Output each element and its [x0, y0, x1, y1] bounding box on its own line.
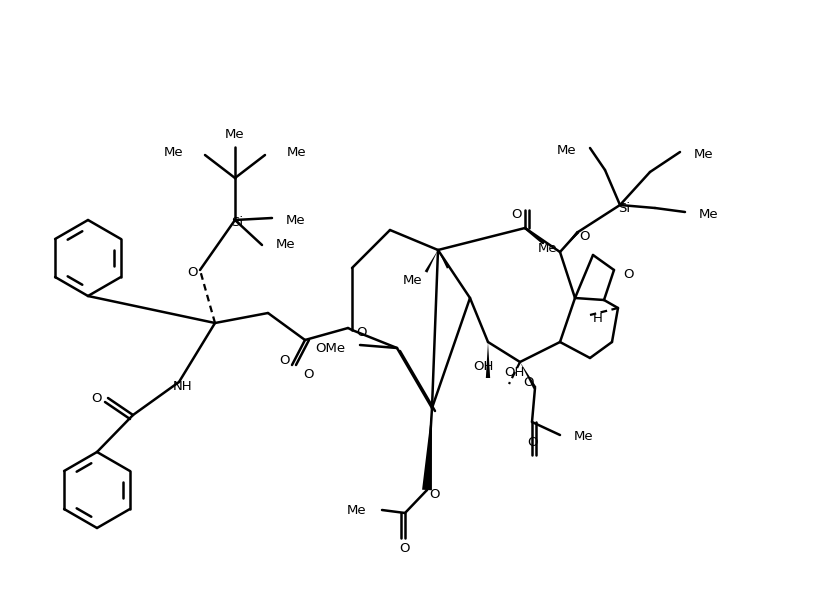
Polygon shape — [424, 250, 438, 273]
Text: O: O — [400, 542, 410, 554]
Text: O: O — [91, 393, 102, 406]
Text: O: O — [623, 268, 633, 280]
Text: Me: Me — [699, 207, 719, 221]
Text: O: O — [187, 266, 197, 280]
Text: Me: Me — [574, 429, 593, 443]
Text: Si: Si — [618, 201, 630, 215]
Text: Me: Me — [276, 238, 295, 250]
Text: Me: Me — [163, 147, 183, 159]
Text: O: O — [512, 209, 522, 221]
Text: Me: Me — [346, 505, 366, 517]
Text: NH: NH — [173, 381, 193, 393]
Polygon shape — [486, 342, 490, 378]
Text: OH: OH — [472, 359, 493, 373]
Text: O: O — [524, 376, 534, 390]
Text: Me: Me — [403, 274, 423, 286]
Polygon shape — [438, 250, 449, 269]
Text: Me: Me — [225, 128, 245, 142]
Text: Me: Me — [557, 143, 576, 156]
Text: Me: Me — [286, 213, 306, 227]
Text: Me: Me — [694, 148, 714, 161]
Text: O: O — [279, 354, 289, 367]
Polygon shape — [520, 362, 537, 389]
Text: Me: Me — [287, 147, 307, 159]
Text: O: O — [579, 230, 589, 243]
Text: O: O — [527, 437, 537, 449]
Text: OH: OH — [503, 365, 524, 379]
Text: O: O — [303, 368, 313, 381]
Text: Si: Si — [231, 216, 243, 229]
Text: OMe: OMe — [315, 342, 345, 354]
Text: O: O — [356, 326, 366, 339]
Text: O: O — [430, 488, 441, 502]
Text: Me: Me — [539, 241, 558, 255]
Polygon shape — [422, 408, 432, 490]
Text: H: H — [593, 313, 603, 325]
Polygon shape — [560, 231, 579, 252]
